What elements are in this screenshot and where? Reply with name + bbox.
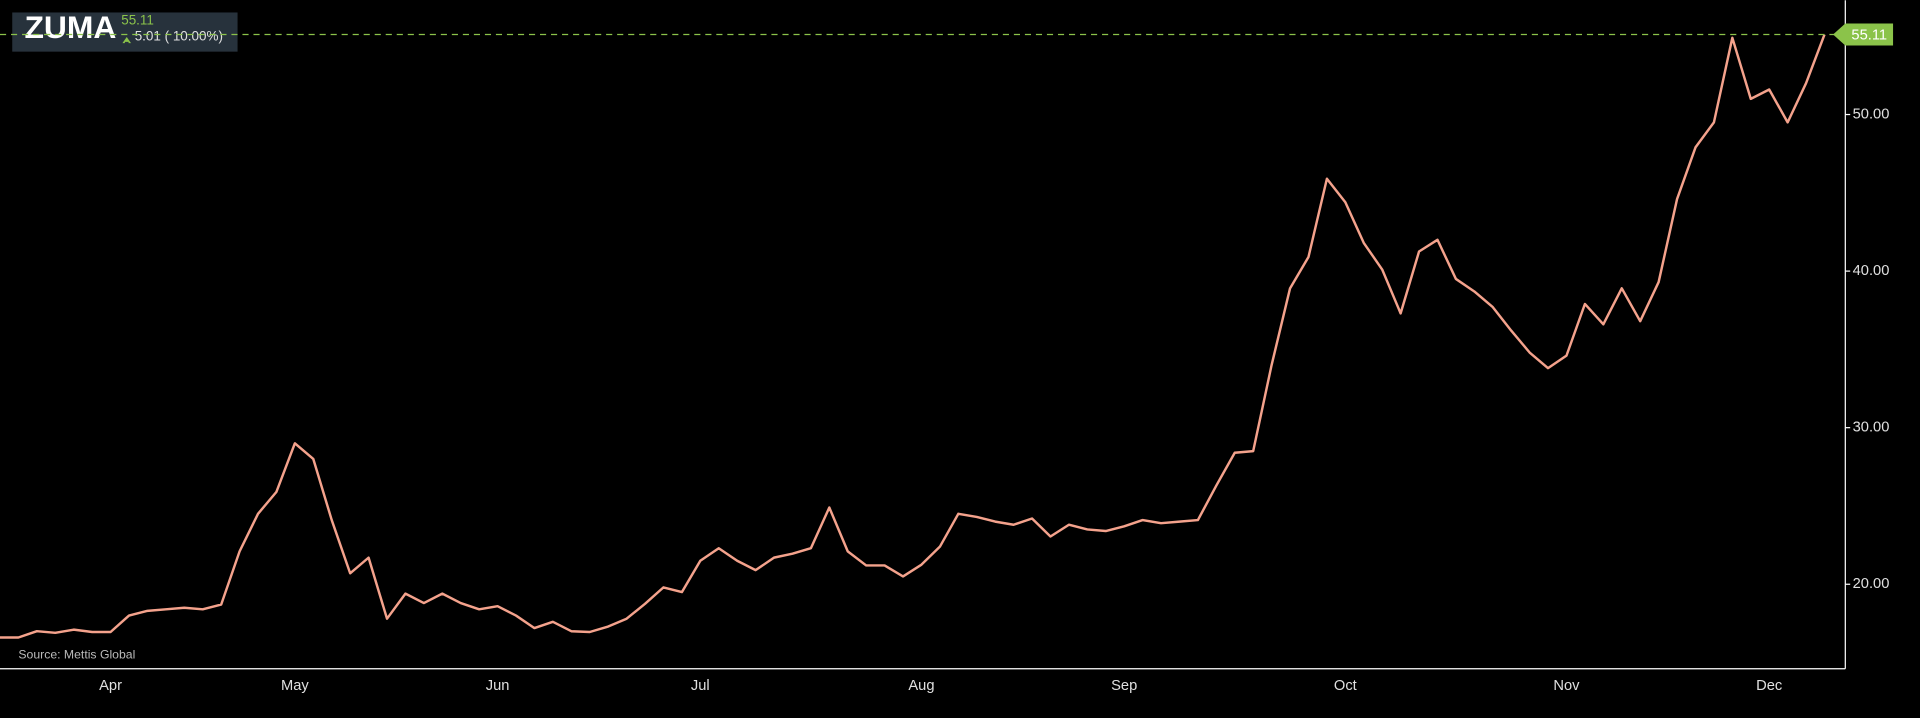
x-tick-label: Dec (1756, 678, 1782, 694)
y-tick-label: 20.00 (1853, 576, 1890, 592)
y-tick-label: 40.00 (1853, 263, 1890, 279)
x-tick-label: Nov (1553, 678, 1580, 694)
ticker-change: 5.01 ( 10.00%) (135, 29, 223, 44)
x-tick-label: Sep (1111, 678, 1137, 694)
x-tick-label: Jul (691, 678, 710, 694)
ticker-box (12, 12, 238, 52)
ticker-price: 55.11 (121, 13, 154, 28)
last-price-tag (1833, 23, 1894, 46)
x-tick-label: Oct (1334, 678, 1357, 694)
x-tick-label: Apr (99, 678, 122, 694)
x-tick-label: May (281, 678, 309, 694)
source-note: Source: Mettis Global (18, 648, 135, 662)
price-line (0, 34, 1826, 639)
x-tick-label: Jun (486, 678, 510, 694)
up-arrow (122, 36, 132, 44)
ticker-symbol: ZUMA (24, 9, 116, 45)
y-tick-label: 50.00 (1853, 106, 1890, 122)
x-tick-label: Aug (908, 678, 934, 694)
y-tick-label: 30.00 (1853, 420, 1890, 436)
last-price-label: 55.11 (1851, 28, 1887, 44)
